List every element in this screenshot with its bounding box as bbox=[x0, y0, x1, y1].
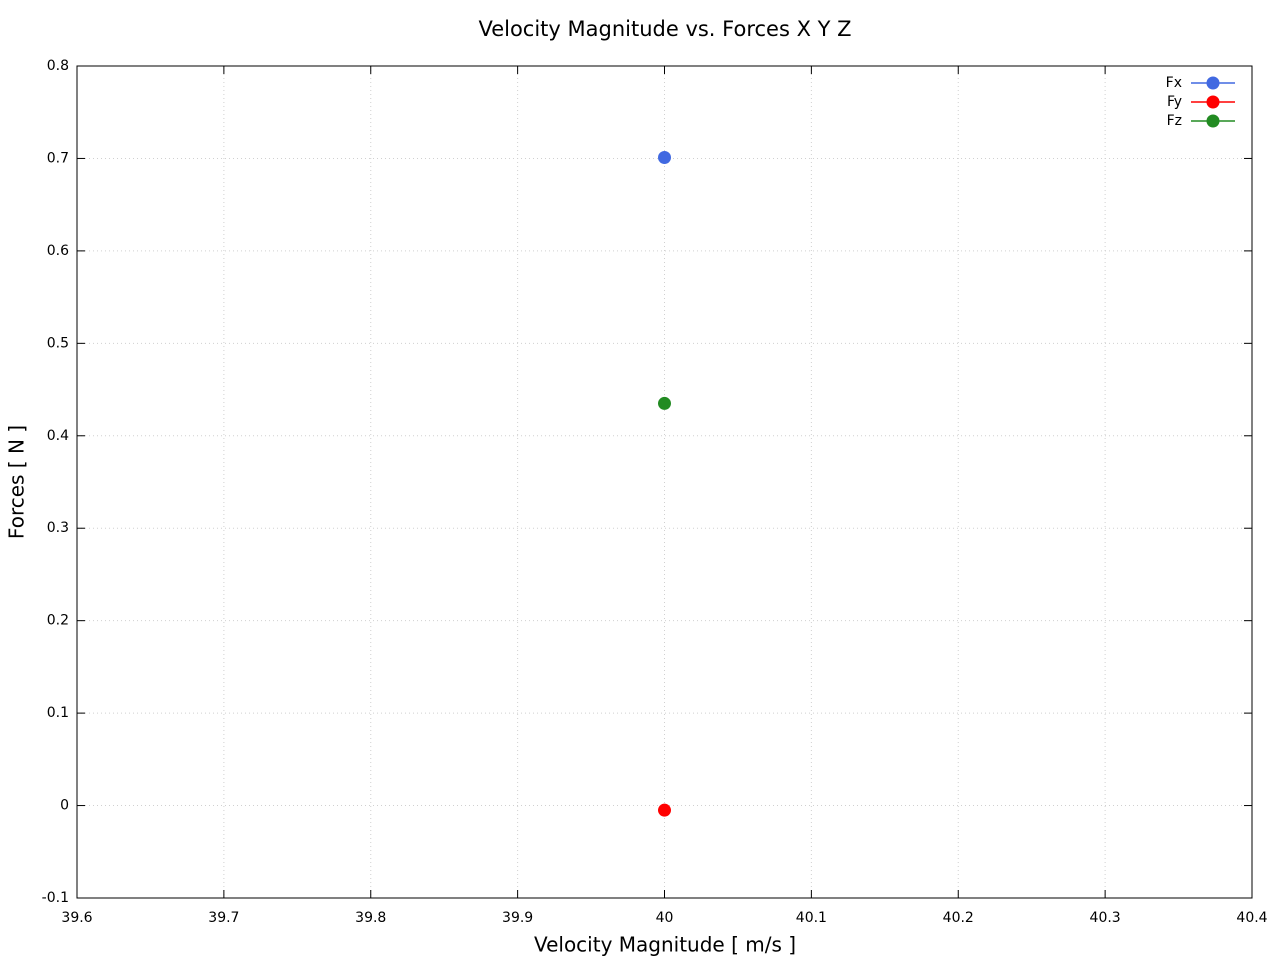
x-tick-label: 40.4 bbox=[1236, 910, 1267, 926]
legend-label: Fz bbox=[1167, 113, 1182, 129]
y-tick-label: 0 bbox=[60, 798, 69, 814]
x-tick-label: 39.7 bbox=[208, 910, 239, 926]
data-point bbox=[658, 803, 671, 817]
x-tick-label: 40.1 bbox=[796, 910, 827, 926]
y-tick-label: 0.6 bbox=[47, 243, 69, 259]
x-axis-label: Velocity Magnitude [ m/s ] bbox=[534, 933, 796, 957]
y-axis-label: Forces [ N ] bbox=[5, 425, 29, 539]
legend-marker bbox=[1206, 95, 1220, 109]
data-point bbox=[658, 396, 671, 410]
data-point bbox=[658, 151, 671, 165]
y-tick-label: 0.4 bbox=[47, 428, 69, 444]
x-tick-label: 39.6 bbox=[61, 910, 92, 926]
legend-marker bbox=[1206, 76, 1220, 90]
x-tick-label: 39.8 bbox=[355, 910, 386, 926]
y-tick-label: 0.2 bbox=[47, 613, 69, 629]
y-tick-label: 0.8 bbox=[47, 58, 69, 74]
y-tick-label: 0.7 bbox=[47, 150, 69, 166]
y-tick-label: 0.5 bbox=[47, 335, 69, 351]
x-tick-label: 40 bbox=[656, 910, 674, 926]
y-tick-label: 0.1 bbox=[47, 705, 69, 721]
legend-label: Fx bbox=[1166, 75, 1182, 91]
x-tick-label: 40.3 bbox=[1090, 910, 1121, 926]
y-tick-label: -0.1 bbox=[42, 890, 69, 906]
y-tick-label: 0.3 bbox=[47, 520, 69, 536]
x-tick-label: 39.9 bbox=[502, 910, 533, 926]
legend-label: Fy bbox=[1167, 94, 1182, 110]
legend-marker bbox=[1206, 114, 1220, 128]
x-tick-label: 40.2 bbox=[943, 910, 974, 926]
chart-title: Velocity Magnitude vs. Forces X Y Z bbox=[478, 17, 851, 41]
